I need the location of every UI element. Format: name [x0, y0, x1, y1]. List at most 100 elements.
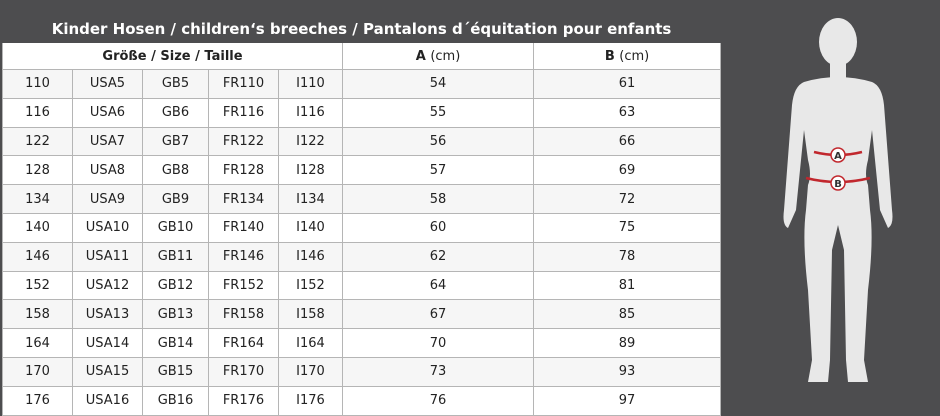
table-cell: GB5: [142, 69, 209, 99]
table-row: 122 USA7 GB7 FR122 I122 56 66: [2, 126, 722, 157]
table-cell: FR110: [208, 69, 279, 99]
table-cell: 134: [2, 184, 73, 214]
table-cell: USA6: [72, 97, 143, 128]
table-cell: 58: [342, 184, 534, 214]
table-cell: 60: [342, 212, 534, 243]
table-cell: USA8: [72, 155, 143, 186]
table-cell: 67: [342, 299, 534, 330]
table-body: 110 USA5 GB5 FR110 I110 54 61 116 USA6 GB6 FR116 I1…: [2, 69, 722, 416]
size-table: Kinder Hosen / children‘s breeches / Pan…: [1, 15, 722, 416]
figure-label: B: [834, 179, 842, 190]
table-cell: I158: [278, 299, 343, 330]
table-cell: 158: [2, 299, 73, 330]
table-cell: 69: [532, 155, 722, 186]
table-cell: 76: [342, 385, 534, 416]
table-cell: 72: [532, 184, 722, 214]
a-header: A (cm): [342, 42, 534, 70]
table-cell: GB6: [142, 97, 209, 128]
table-cell: 55: [342, 97, 534, 128]
table-cell: 116: [2, 97, 73, 128]
table-cell: FR140: [208, 212, 279, 243]
a-label: A: [415, 48, 426, 64]
table-cell: I122: [278, 126, 343, 157]
table-cell: 73: [342, 356, 534, 387]
table-cell: 57: [342, 155, 534, 186]
table-cell: 64: [342, 270, 534, 301]
table-cell: I146: [278, 241, 343, 272]
b-header: B (cm): [532, 42, 722, 70]
table-cell: GB12: [142, 270, 209, 301]
table-cell: USA11: [72, 241, 143, 272]
table-cell: FR176: [208, 385, 279, 416]
table-row: 176 USA16 GB16 FR176 I176 76 97: [2, 385, 722, 416]
table-cell: I134: [278, 184, 343, 214]
table-cell: 146: [2, 241, 73, 272]
table-cell: FR146: [208, 241, 279, 272]
table-cell: FR158: [208, 299, 279, 330]
table-cell: 152: [2, 270, 73, 301]
table-cell: 110: [2, 69, 73, 99]
table-cell: 170: [2, 356, 73, 387]
table-cell: USA7: [72, 126, 143, 157]
table-cell: GB14: [142, 328, 209, 358]
table-cell: 89: [532, 328, 722, 358]
table-row: 110 USA5 GB5 FR110 I110 54 61: [2, 69, 722, 99]
table-cell: I116: [278, 97, 343, 128]
table-row: 164 USA14 GB14 FR164 I164 70 89: [2, 328, 722, 358]
table-row: 134 USA9 GB9 FR134 I134 58 72: [2, 184, 722, 214]
table-cell: 128: [2, 155, 73, 186]
table-cell: GB7: [142, 126, 209, 157]
table-cell: USA16: [72, 385, 143, 416]
table-cell: I152: [278, 270, 343, 301]
table-cell: 140: [2, 212, 73, 243]
table-cell: GB15: [142, 356, 209, 387]
table-cell: 66: [532, 126, 722, 157]
table-cell: USA12: [72, 270, 143, 301]
table-cell: FR164: [208, 328, 279, 358]
table-cell: USA9: [72, 184, 143, 214]
table-cell: 176: [2, 385, 73, 416]
table-cell: 164: [2, 328, 73, 358]
table-row: 170 USA15 GB15 FR170 I170 73 93: [2, 356, 722, 387]
body-figure: A B: [783, 18, 893, 382]
table-cell: 54: [342, 69, 534, 99]
table-cell: 63: [532, 97, 722, 128]
table-cell: GB16: [142, 385, 209, 416]
table-cell: 61: [532, 69, 722, 99]
figure-label: A: [834, 151, 842, 162]
table-cell: USA5: [72, 69, 143, 99]
table-cell: I128: [278, 155, 343, 186]
table-cell: GB13: [142, 299, 209, 330]
table-cell: GB10: [142, 212, 209, 243]
size-header: Größe / Size / Taille: [2, 42, 343, 70]
table-title: Kinder Hosen / children‘s breeches / Pan…: [1, 15, 722, 43]
table-cell: 75: [532, 212, 722, 243]
table-cell: GB8: [142, 155, 209, 186]
table-row: 128 USA8 GB8 FR128 I128 57 69: [2, 155, 722, 186]
table-cell: FR122: [208, 126, 279, 157]
table-cell: USA14: [72, 328, 143, 358]
table-cell: I164: [278, 328, 343, 358]
table-cell: 93: [532, 356, 722, 387]
silhouette: [783, 18, 893, 382]
table-cell: 81: [532, 270, 722, 301]
a-unit: (cm): [430, 48, 461, 64]
table-cell: FR152: [208, 270, 279, 301]
table-row: 152 USA12 GB12 FR152 I152 64 81: [2, 270, 722, 301]
table-cell: FR134: [208, 184, 279, 214]
table-row: 146 USA11 GB11 FR146 I146 62 78: [2, 241, 722, 272]
b-label: B: [604, 48, 615, 64]
b-unit: (cm): [619, 48, 650, 64]
table-cell: 56: [342, 126, 534, 157]
table-cell: FR170: [208, 356, 279, 387]
table-cell: I170: [278, 356, 343, 387]
table-cell: USA10: [72, 212, 143, 243]
table-cell: 78: [532, 241, 722, 272]
table-cell: 70: [342, 328, 534, 358]
table-cell: 62: [342, 241, 534, 272]
table-cell: FR128: [208, 155, 279, 186]
table-cell: FR116: [208, 97, 279, 128]
table-row: 116 USA6 GB6 FR116 I116 55 63: [2, 97, 722, 128]
table-cell: USA13: [72, 299, 143, 330]
